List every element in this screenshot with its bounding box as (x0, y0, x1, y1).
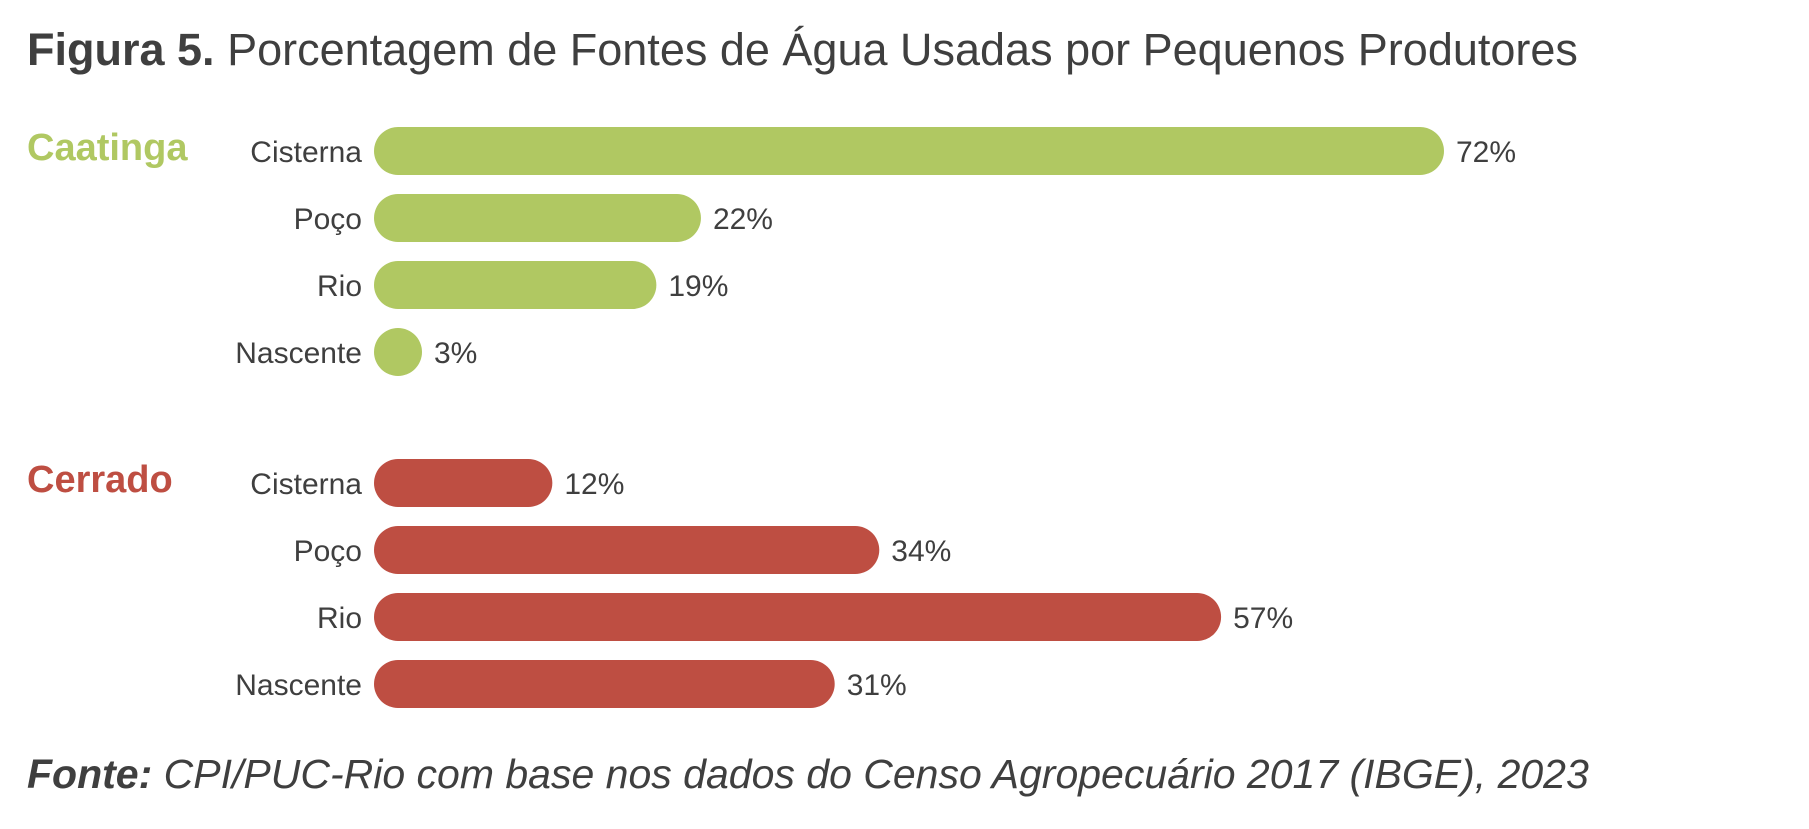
category-label-caatinga-rio: Rio (317, 270, 362, 303)
value-label-caatinga-nascente: 3% (434, 337, 477, 370)
bar-caatinga-poco (374, 194, 701, 242)
value-label-caatinga-rio: 19% (668, 270, 728, 303)
value-label-cerrado-poco: 34% (891, 535, 951, 568)
figure-number: Figura 5. (27, 24, 215, 75)
category-label-caatinga-nascente: Nascente (235, 337, 362, 370)
value-label-cerrado-rio: 57% (1233, 602, 1293, 635)
bar-caatinga-cisterna (374, 127, 1444, 175)
value-label-caatinga-poco: 22% (713, 203, 773, 236)
category-label-caatinga-cisterna: Cisterna (250, 136, 362, 169)
category-label-cerrado-poco: Poço (294, 535, 362, 568)
source-label: Fonte: (27, 751, 153, 797)
bar-cerrado-poco (374, 526, 880, 574)
group-label-cerrado: Cerrado (27, 459, 173, 501)
value-label-cerrado-nascente: 31% (847, 669, 907, 702)
category-label-cerrado-rio: Rio (317, 602, 362, 635)
value-label-cerrado-cisterna: 12% (564, 468, 624, 501)
source-note: Fonte: CPI/PUC-Rio com base nos dados do… (27, 748, 1589, 800)
group-label-caatinga: Caatinga (27, 127, 188, 169)
category-label-cerrado-cisterna: Cisterna (250, 468, 362, 501)
chart-title: Figura 5. Porcentagem de Fontes de Água … (27, 22, 1578, 78)
bar-cerrado-nascente (374, 660, 835, 708)
figure-title-text: Porcentagem de Fontes de Água Usadas por… (227, 24, 1578, 75)
bar-cerrado-cisterna (374, 459, 553, 507)
category-label-cerrado-nascente: Nascente (235, 669, 362, 702)
bar-cerrado-rio (374, 593, 1222, 641)
source-text: CPI/PUC-Rio com base nos dados do Censo … (163, 751, 1589, 797)
bar-caatinga-rio (374, 261, 657, 309)
bar-caatinga-nascente (374, 328, 422, 376)
category-label-caatinga-poco: Poço (294, 203, 362, 236)
value-label-caatinga-cisterna: 72% (1456, 136, 1516, 169)
